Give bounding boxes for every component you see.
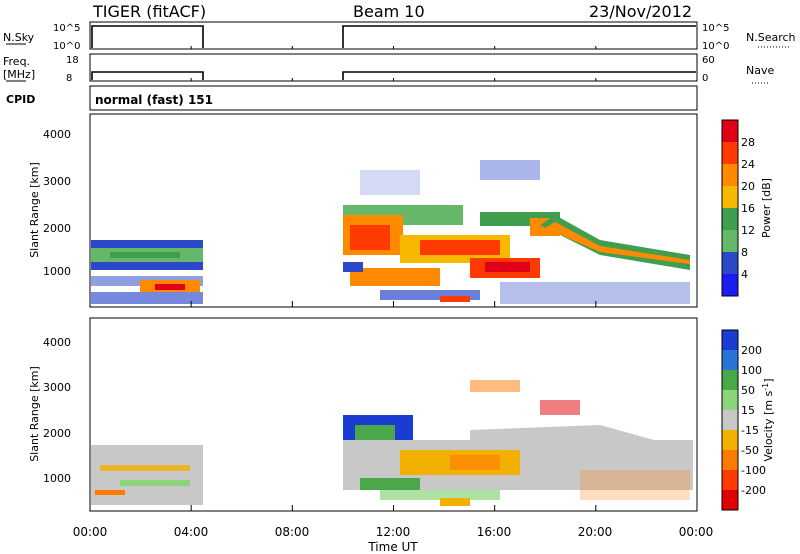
- velocity-colorbar-swatch-2: [722, 350, 738, 370]
- power-colorbar: 28 24 20 16 12 8 4 Power [dB]: [721, 119, 773, 297]
- velocity-colorbar-label-sup: -1: [761, 383, 770, 391]
- nsky-label: N.Sky: [3, 31, 35, 44]
- velocity-ytick-1000: 1000: [43, 472, 71, 485]
- velocity-ytick-4000: 4000: [43, 336, 71, 349]
- nsky-tick-low: 10^0: [53, 41, 80, 52]
- velocity-colorbar-swatch-4: [722, 390, 738, 410]
- xlabel: Time UT: [367, 540, 418, 554]
- date-label: 23/Nov/2012: [589, 2, 692, 21]
- power-cbar-tick-12: 12: [741, 224, 755, 237]
- velocity-ytick-2000: 2000: [43, 427, 71, 440]
- power-cbar-tick-24: 24: [741, 158, 755, 171]
- power-colorbar-swatch-5: [722, 208, 738, 230]
- freq-trace: [91, 71, 696, 80]
- freq-panel-frame: [89, 53, 698, 82]
- power-colorbar-swatch-1: [722, 120, 738, 142]
- xtick-0400: 04:00: [174, 525, 209, 539]
- power-cbar-tick-16: 16: [741, 202, 755, 215]
- nave-label: Nave: [746, 64, 774, 77]
- power-colorbar-swatch-7: [722, 252, 738, 274]
- velocity-colorbar-swatch-5: [722, 410, 738, 430]
- velocity-colorbar-frame: [721, 329, 739, 511]
- xtick-2400: 00:00: [679, 525, 714, 539]
- velocity-cbar-tick-50: 50: [741, 384, 755, 397]
- freq-unit-label: [MHz]: [3, 68, 35, 81]
- velocity-cbar-tick-m15: -15: [741, 424, 759, 437]
- velocity-cbar-tick-200: 200: [741, 344, 762, 357]
- velocity-colorbar-swatch-7: [722, 450, 738, 470]
- velocity-colorbar-swatch-3: [722, 370, 738, 390]
- radar-title: TIGER (fitACF): [92, 2, 206, 21]
- xtick-0000: 00:00: [73, 525, 108, 539]
- power-colorbar-label: Power [dB]: [760, 178, 773, 238]
- power-cbar-tick-28: 28: [741, 136, 755, 149]
- power-cbar-tick-20: 20: [741, 180, 755, 193]
- nsearch-tick-low: 10^0: [702, 41, 729, 52]
- power-cbar-tick-4: 4: [741, 268, 748, 281]
- noise-trace: [91, 25, 696, 48]
- velocity-colorbar-swatch-1: [722, 330, 738, 350]
- velocity-ytick-3000: 3000: [43, 381, 71, 394]
- xtick-0800: 08:00: [275, 525, 310, 539]
- power-colorbar-swatch-4: [722, 186, 738, 208]
- velocity-colorbar-label-main: Velocity [m s: [762, 390, 775, 461]
- beam-label: Beam 10: [353, 2, 425, 21]
- xtick-2000: 20:00: [578, 525, 613, 539]
- power-ytick-1000: 1000: [43, 265, 71, 278]
- power-colorbar-swatch-6: [722, 230, 738, 252]
- power-ytick-4000: 4000: [43, 128, 71, 141]
- xtick-1600: 16:00: [477, 525, 512, 539]
- power-cbar-tick-8: 8: [741, 246, 748, 259]
- xtick-1200: 12:00: [376, 525, 411, 539]
- power-ylabel: Slant Range [km]: [28, 162, 41, 258]
- nsearch-label: N.Search: [746, 31, 796, 44]
- power-colorbar-swatch-2: [722, 142, 738, 164]
- power-ytick-3000: 3000: [43, 175, 71, 188]
- velocity-cbar-tick-m100: -100: [741, 464, 766, 477]
- cpid-value: normal (fast) 151: [95, 93, 213, 107]
- nave-tick-high: 60: [702, 55, 715, 66]
- cpid-panel-frame: [89, 85, 698, 111]
- velocity-colorbar-label-end: ]: [762, 378, 775, 382]
- velocity-cbar-tick-m200: -200: [741, 484, 766, 497]
- velocity-cbar-tick-100: 100: [741, 364, 762, 377]
- freq-tick-low: 8: [66, 73, 72, 84]
- velocity-colorbar-swatch-6: [722, 430, 738, 450]
- velocity-colorbar-label: Velocity [m s-1]: [761, 378, 775, 461]
- power-colorbar-swatch-8: [722, 274, 738, 296]
- freq-tick-high: 18: [66, 55, 79, 66]
- velocity-cbar-tick-m50: -50: [741, 444, 759, 457]
- velocity-cbar-tick-15: 15: [741, 404, 755, 417]
- velocity-colorbar: 200 100 50 15 -15 -50 -100 -200 Velocity…: [721, 329, 775, 511]
- power-colorbar-swatch-3: [722, 164, 738, 186]
- axis-ticks: [89, 46, 698, 511]
- nave-tick-low: 0: [702, 73, 708, 84]
- power-image: [91, 160, 690, 304]
- nsky-tick-high: 10^5: [53, 23, 80, 34]
- velocity-colorbar-swatch-8: [722, 470, 738, 490]
- velocity-ylabel: Slant Range [km]: [28, 366, 41, 462]
- power-ytick-2000: 2000: [43, 222, 71, 235]
- velocity-colorbar-swatch-9: [722, 490, 738, 510]
- nsearch-tick-high: 10^5: [702, 23, 729, 34]
- velocity-image: [91, 380, 693, 506]
- power-colorbar-frame: [721, 119, 739, 297]
- freq-label: Freq.: [3, 55, 30, 68]
- cpid-label: CPID: [6, 93, 35, 106]
